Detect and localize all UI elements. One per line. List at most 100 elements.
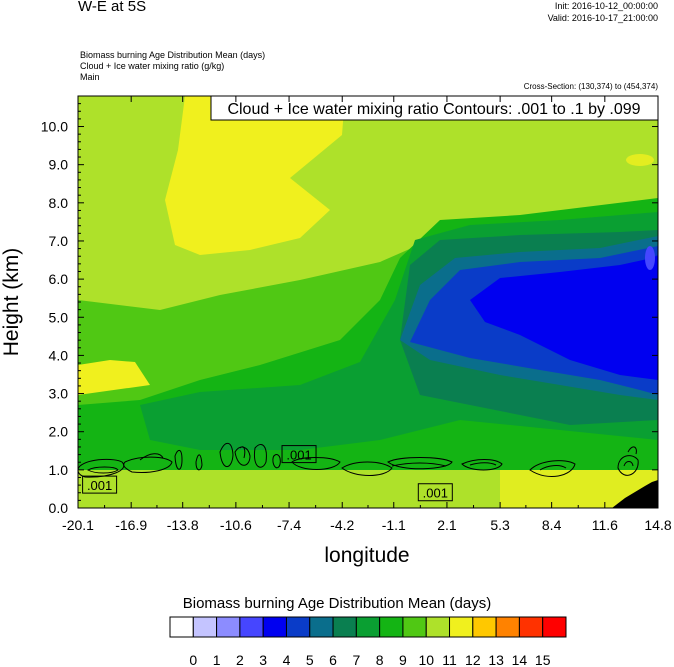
contour-info-label: Cloud + Ice water mixing ratio Contours:… <box>227 101 640 118</box>
contour-line <box>391 462 447 467</box>
colorbar-swatch <box>239 616 264 638</box>
contour-line <box>341 461 393 476</box>
colorbar-label: 1 <box>213 652 221 667</box>
y-tick-label: 4.0 <box>49 347 69 363</box>
colorbar-swatch <box>495 616 520 638</box>
x-tick-label: 8.4 <box>542 517 562 533</box>
age-region-11-12-low <box>78 360 150 395</box>
x-tick-label: -13.8 <box>167 517 199 533</box>
colorbar-swatch <box>309 616 334 638</box>
contour-label-box <box>82 475 118 494</box>
y-tick-label: 1.0 <box>49 462 69 478</box>
colorbar: 0 1 2 3 4 5 6 7 8 9 10 11 12 13 14 15 <box>169 616 567 667</box>
contour-line <box>272 454 281 469</box>
field-description: Cloud + Ice water mixing ratio (g/kg) <box>80 61 225 71</box>
contour-line <box>461 459 503 471</box>
contour-label-box <box>281 445 317 464</box>
init-time: Init: 2016-10-12_00:00:00 <box>554 1 658 11</box>
contour-label: .001 <box>423 486 448 501</box>
colorbar-label: 5 <box>306 652 314 667</box>
contour-line <box>623 461 634 467</box>
colorbar-swatch <box>355 616 381 638</box>
contour-line <box>387 457 453 470</box>
colorbar-swatch <box>425 616 451 638</box>
colorbar-label: 15 <box>535 652 551 667</box>
contour-label-box <box>417 483 453 502</box>
valid-time: Valid: 2016-10-17_21:00:00 <box>547 13 658 23</box>
contour-line <box>539 465 567 471</box>
colorbar-label: 10 <box>418 652 434 667</box>
colorbar-label: 6 <box>329 652 337 667</box>
x-axis-label: longitude <box>324 544 409 567</box>
y-tick-label: 0.0 <box>49 500 69 516</box>
colorbar-title: Biomass burning Age Distribution Mean (d… <box>182 595 492 612</box>
x-tick-label: 11.6 <box>592 517 618 533</box>
colorbar-swatch <box>402 616 427 638</box>
colorbar-label: 8 <box>376 652 384 667</box>
colorbar-label: 7 <box>352 652 360 667</box>
y-tick-label: 8.0 <box>49 195 69 211</box>
age-region-12-speck <box>626 154 654 166</box>
contour-line <box>123 456 173 473</box>
x-tick-label: 14.8 <box>644 517 671 533</box>
chart-title: W-E at 5S <box>78 0 147 15</box>
contour-info-box <box>210 95 659 121</box>
contour-label-layer: .001 .001 .001 <box>82 445 453 502</box>
field-description: Biomass burning Age Distribution Mean (d… <box>80 50 266 60</box>
age-region-11-12 <box>165 96 345 255</box>
field-description: Main <box>80 72 100 82</box>
contour-line <box>174 450 183 470</box>
contour-line <box>529 460 576 478</box>
x-tick-label: -20.1 <box>62 517 94 533</box>
contour-line <box>253 444 267 468</box>
contour-line <box>239 446 246 459</box>
cross-section-label: Cross-Section: (130,374) to (454,374) <box>523 82 658 91</box>
terrain <box>612 480 658 508</box>
x-tick-label: 5.3 <box>490 517 510 533</box>
x-tick-label: -16.9 <box>115 517 147 533</box>
colorbar-swatch <box>472 616 497 638</box>
colorbar-swatch <box>262 616 287 638</box>
y-tick-label: 2.0 <box>49 424 69 440</box>
y-axis-label: Height (km) <box>0 248 23 357</box>
age-region-2-3 <box>645 246 655 270</box>
x-tick-label: -1.1 <box>382 517 406 533</box>
y-tick-label: 7.0 <box>49 233 69 249</box>
colorbar-label: 14 <box>512 652 528 667</box>
colorbar-label: 9 <box>399 652 407 667</box>
colorbar-swatch <box>449 616 474 638</box>
colorbar-swatch <box>542 616 567 638</box>
contour-line <box>617 455 639 476</box>
age-region-3-4 <box>470 255 658 380</box>
colorbar-label: 3 <box>259 652 267 667</box>
y-tick-label: 10.0 <box>41 119 68 135</box>
x-axis: -20.1 -16.9 -13.8 -10.6 -7.4 -4.2 -1.1 2.1 5.3 8.… <box>62 96 672 533</box>
colorbar-swatch <box>332 616 357 638</box>
colorbar-label: 11 <box>442 652 457 667</box>
contour-line <box>139 453 164 461</box>
x-tick-label: 2.1 <box>437 517 457 533</box>
x-tick-label: -10.6 <box>220 517 252 533</box>
colorbar-swatch <box>192 616 218 638</box>
colorbar-label: 4 <box>283 652 291 667</box>
colorbar-swatch <box>169 616 194 638</box>
cloud-contours <box>77 442 639 478</box>
contour-line <box>86 466 119 474</box>
y-tick-label: 3.0 <box>49 386 69 402</box>
contour-label: .001 <box>286 448 311 463</box>
contour-line <box>627 446 637 455</box>
heatmap-field <box>78 96 658 508</box>
y-tick-label: 5.0 <box>49 309 69 325</box>
contour-line <box>195 454 203 471</box>
colorbar-label: 12 <box>465 652 481 667</box>
colorbar-label: 2 <box>236 652 244 667</box>
y-tick-label: 6.0 <box>49 271 69 287</box>
colorbar-swatch <box>285 616 311 638</box>
contour-line <box>291 457 341 470</box>
colorbar-label: 0 <box>189 652 197 667</box>
x-tick-label: -4.2 <box>330 517 354 533</box>
contour-label: .001 <box>87 478 112 493</box>
colorbar-swatch <box>379 616 404 638</box>
x-tick-label: -7.4 <box>277 517 301 533</box>
